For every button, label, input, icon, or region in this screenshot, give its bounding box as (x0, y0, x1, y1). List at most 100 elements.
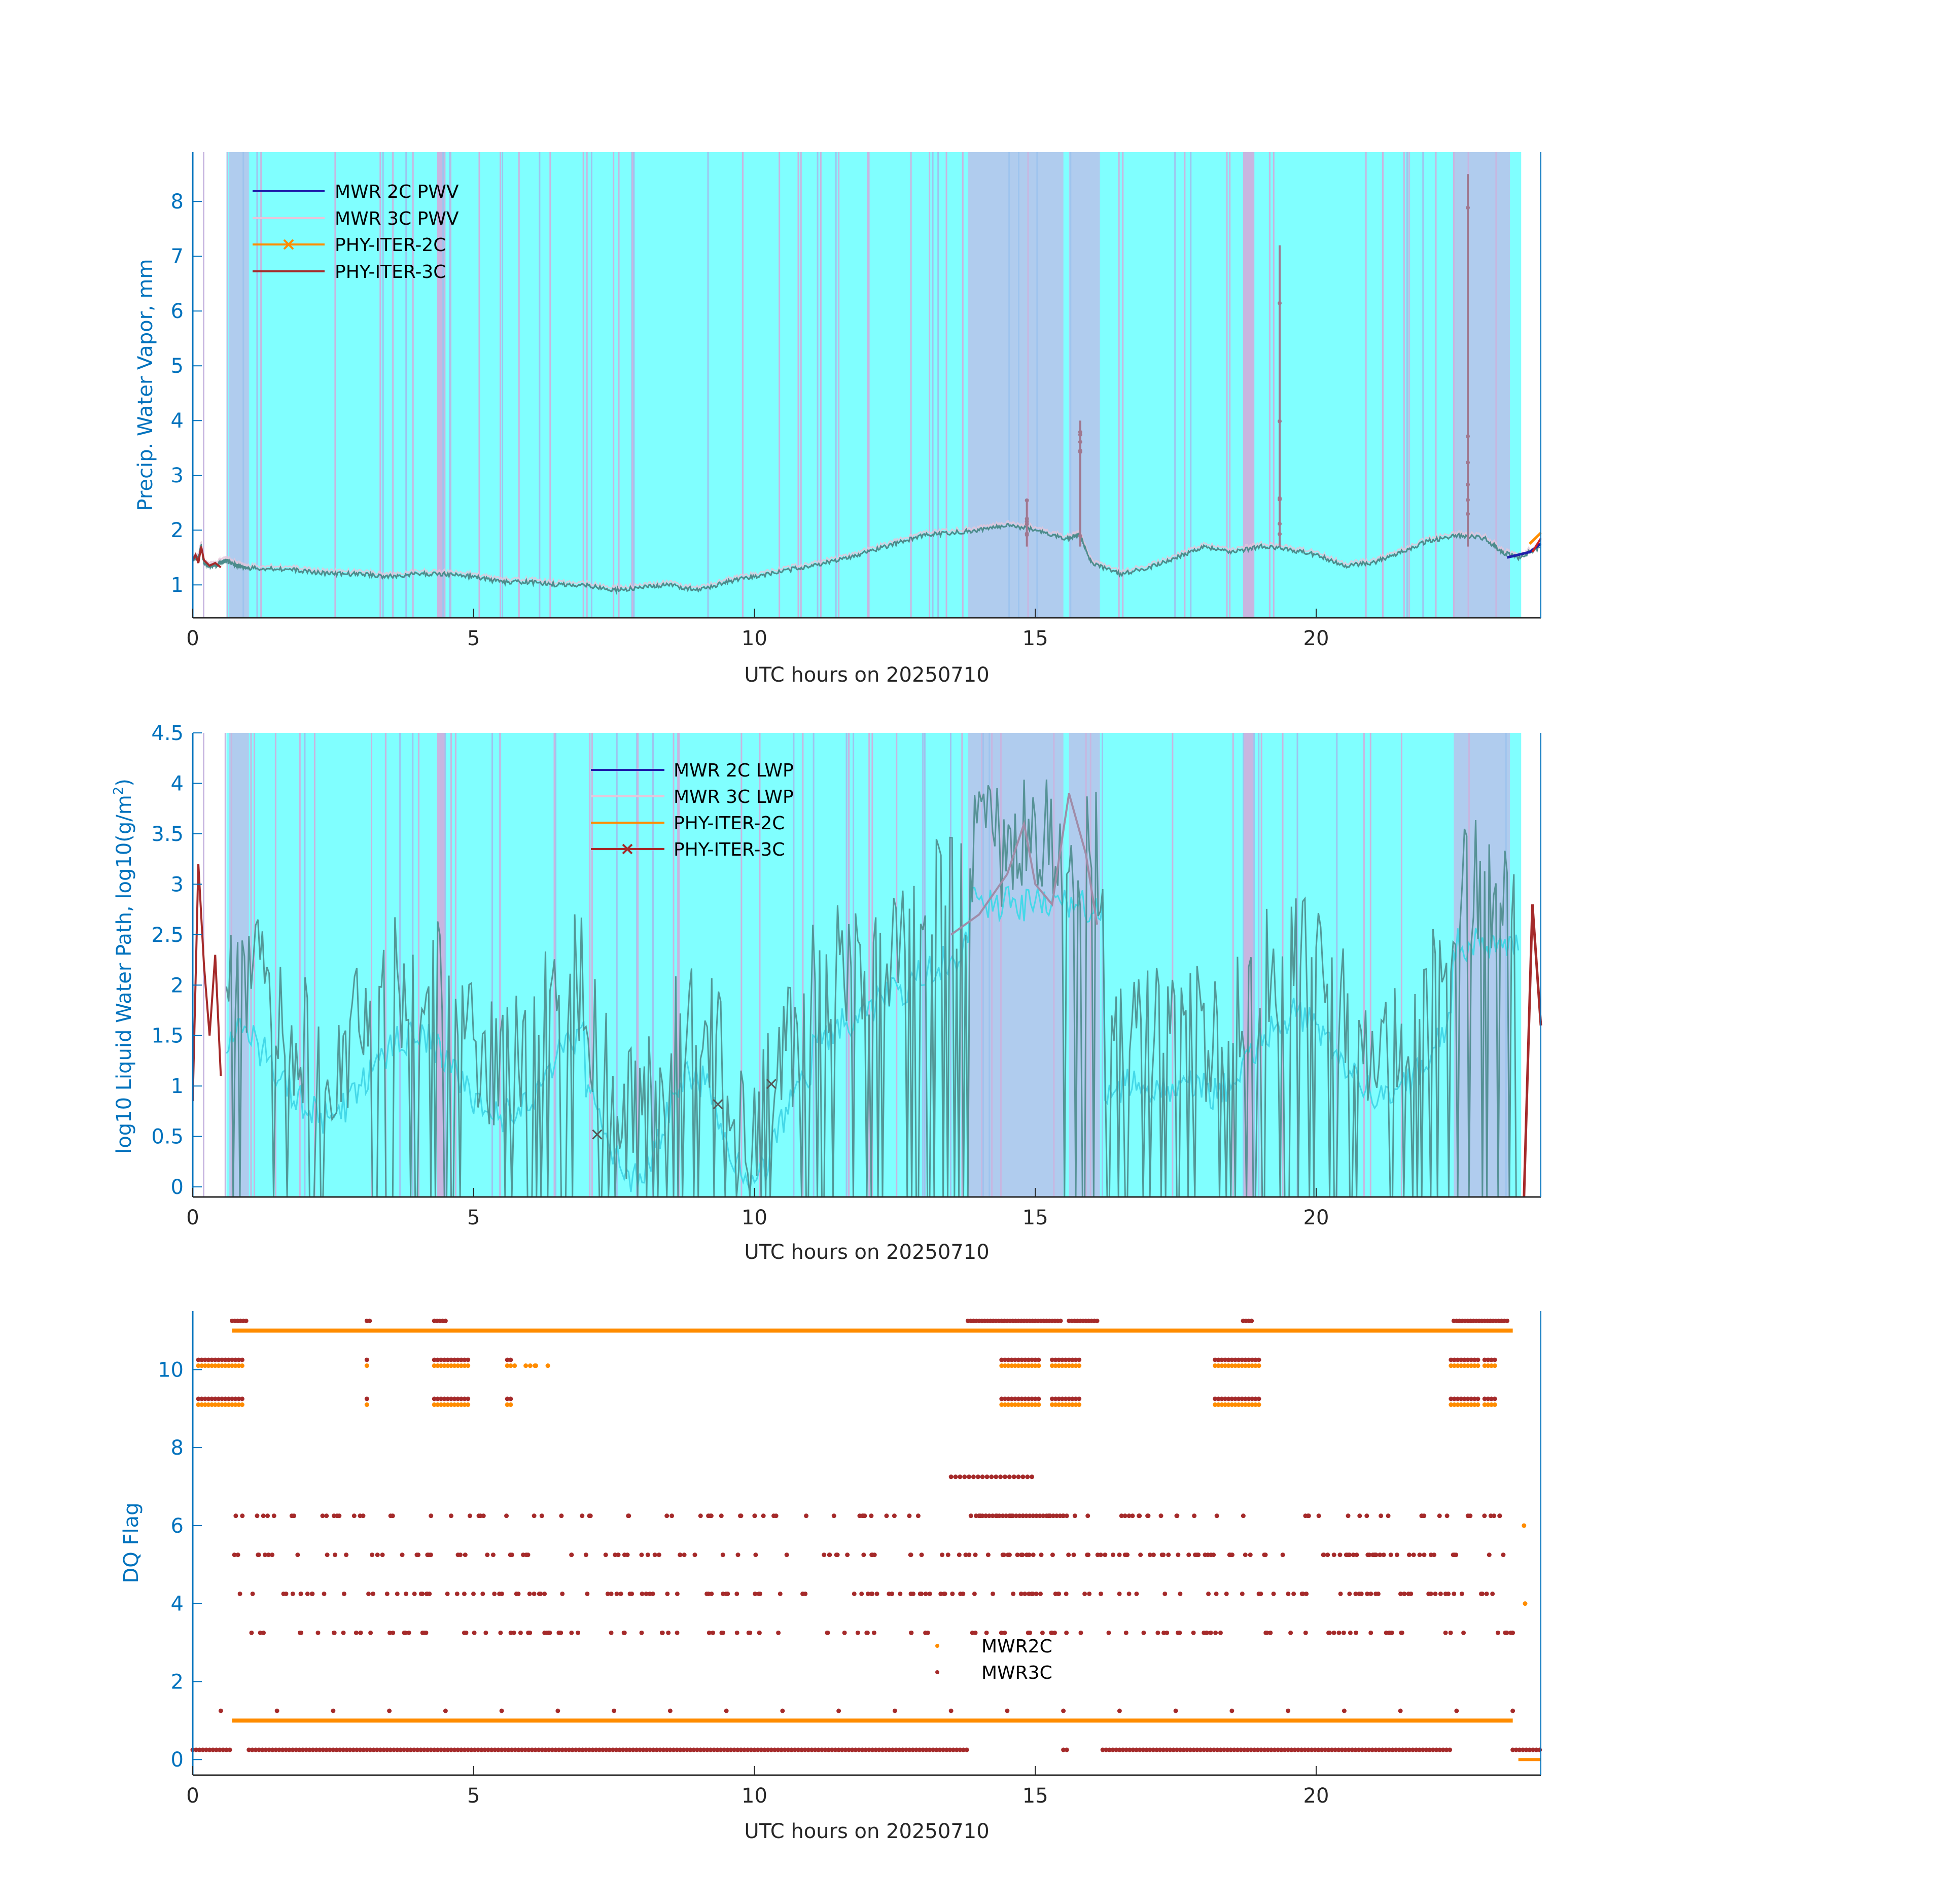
dq-dot (452, 1747, 457, 1752)
dq-dot (701, 1747, 707, 1752)
dq-dot (1225, 1747, 1230, 1752)
dq-dot (792, 1747, 797, 1752)
dq-dot (1356, 1747, 1361, 1752)
dq-dot (1138, 1553, 1143, 1558)
dq-dot (204, 1747, 209, 1752)
dq-dot (1205, 1747, 1210, 1752)
dq-dot (755, 1747, 760, 1752)
y-tick-label: 3 (171, 873, 184, 896)
dq-dot (757, 1630, 762, 1635)
dq-dot (1012, 1357, 1017, 1362)
dq-dot (769, 1747, 774, 1752)
dq-dot (1368, 1630, 1373, 1635)
dq-dot (1430, 1747, 1435, 1752)
dq-dot (720, 1553, 725, 1558)
dq-dot (1214, 1591, 1219, 1596)
dq-dot (304, 1747, 309, 1752)
dq-dot (712, 1747, 717, 1752)
dq-dot (428, 1553, 433, 1558)
dq-dot (455, 1747, 461, 1752)
dq-dot (1304, 1591, 1309, 1596)
dq-dot (442, 1402, 447, 1407)
dq-dot (1077, 1363, 1082, 1368)
dq-dot (937, 1747, 942, 1752)
dq-dot (327, 1747, 332, 1752)
dq-dot (199, 1357, 204, 1362)
y-tick-label: 5 (171, 355, 184, 378)
dq-dot (260, 1747, 265, 1752)
dq-dot (757, 1591, 762, 1596)
dq-dot (1250, 1396, 1255, 1401)
phy-iter-3c-lwp-end2 (1531, 904, 1542, 1026)
dq-dot (210, 1747, 216, 1752)
dq-dot (1001, 1553, 1006, 1558)
dq-dot (1077, 1396, 1082, 1401)
dq-dot (1256, 1396, 1261, 1401)
legend-dot-mwr2c (935, 1644, 939, 1648)
dq-dot (1252, 1747, 1257, 1752)
dq-dot (1219, 1402, 1224, 1407)
dq-dot (1482, 1396, 1487, 1401)
dq-dot (1208, 1630, 1213, 1635)
dq-dot (819, 1747, 824, 1752)
dq-dot (351, 1513, 357, 1519)
dq-dot (1323, 1747, 1328, 1752)
dq-dot (1495, 1630, 1500, 1635)
dq-dot (290, 1591, 295, 1596)
dq-dot (439, 1396, 444, 1401)
dq-dot (442, 1357, 447, 1362)
dq-dot (1233, 1357, 1238, 1362)
dq-dot (597, 1747, 602, 1752)
dq-dot (458, 1396, 464, 1401)
dq-dot (439, 1357, 444, 1362)
dq-dot (1223, 1402, 1228, 1407)
dq-dot (226, 1357, 231, 1362)
dq-dot (1306, 1747, 1311, 1752)
dq-dot (1427, 1747, 1432, 1752)
dq-dot (1461, 1630, 1466, 1635)
dq-dot (1449, 1396, 1454, 1401)
dq-dot (237, 1591, 242, 1596)
dq-dot (1188, 1747, 1193, 1752)
dq-dot (1444, 1513, 1450, 1519)
dq-dot (220, 1402, 225, 1407)
dq-dot (498, 1630, 503, 1635)
dq-dot (1406, 1553, 1412, 1558)
dq-dot (317, 1747, 322, 1752)
dq-dot (331, 1708, 336, 1713)
dq-dot (843, 1747, 848, 1752)
dq-dot (332, 1630, 337, 1635)
x-tick-label: 15 (1022, 627, 1048, 650)
dq-dot (1030, 1474, 1035, 1479)
dq-dot (894, 1747, 899, 1752)
dq-dot (505, 1357, 510, 1362)
dq-dot (1073, 1363, 1078, 1368)
dq-dot (924, 1747, 929, 1752)
dq-dot (1497, 1513, 1502, 1519)
dq-dot (940, 1553, 945, 1558)
dq-dot (1031, 1553, 1036, 1558)
dq-dot (425, 1553, 430, 1558)
dq-dot (1122, 1513, 1127, 1519)
dq-dot (1482, 1363, 1487, 1368)
dq-dot (907, 1513, 912, 1519)
dq-dot (1026, 1357, 1031, 1362)
dq-dot (972, 1591, 977, 1596)
x-tick-label: 0 (186, 1206, 199, 1229)
dq-dot (1181, 1747, 1186, 1752)
dq-dot (1137, 1513, 1142, 1519)
dq-dot (918, 1591, 923, 1596)
dq-dot (890, 1591, 895, 1596)
dq-dot (443, 1708, 448, 1713)
dq-dot (367, 1318, 372, 1323)
dq-dot (1246, 1363, 1251, 1368)
dq-dot (825, 1630, 830, 1635)
dq-dot (274, 1708, 279, 1713)
dq-dot (698, 1513, 703, 1519)
dq-dot (310, 1747, 315, 1752)
dq-dot (728, 1747, 733, 1752)
dq-dot (1255, 1747, 1260, 1752)
dq-dot (948, 1708, 954, 1713)
dq-dot (666, 1630, 671, 1635)
dq-dot (1245, 1747, 1250, 1752)
